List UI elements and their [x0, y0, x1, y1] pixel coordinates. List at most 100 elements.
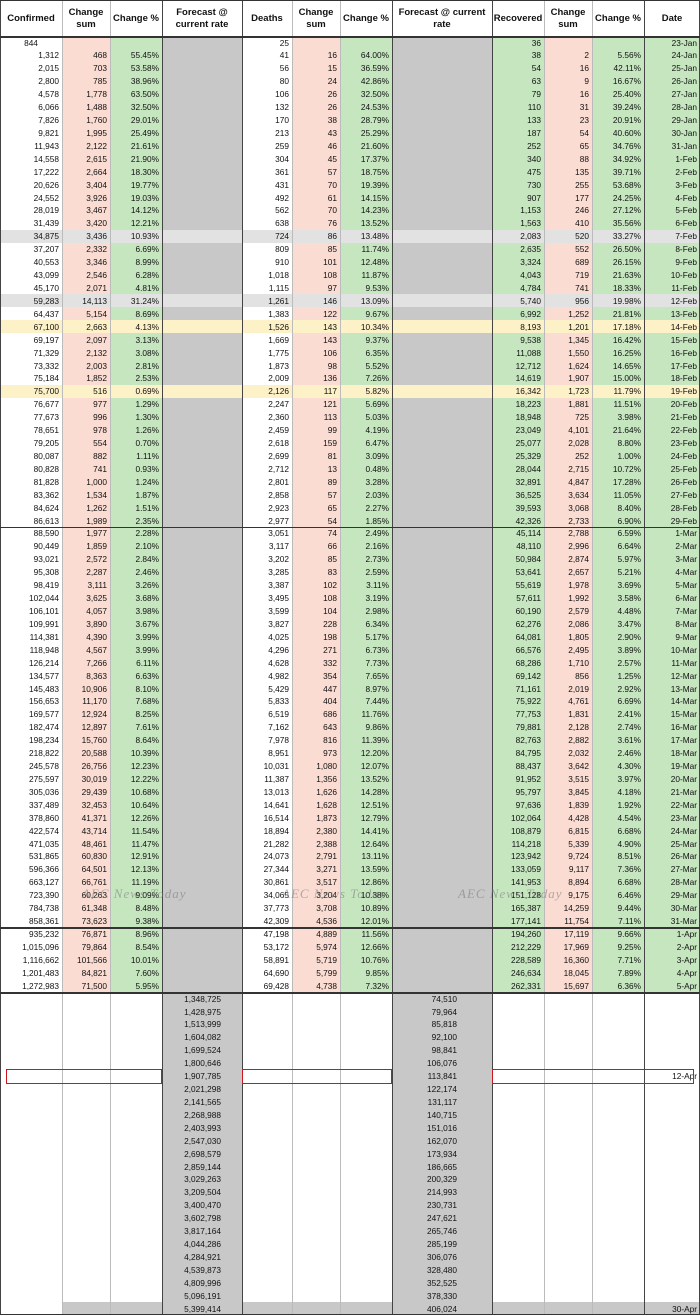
- table-row: 83,362 1,534 1.87% 2,858 57 2.03% 36,525 3,634 1…: [0, 488, 700, 501]
- death-change-sum-cell: 54: [327, 515, 337, 526]
- forecast-row: 2,859,144 186,665: [0, 1160, 700, 1173]
- forecast-row: 2,547,030 162,070: [0, 1134, 700, 1147]
- date-cell: 2-Feb: [675, 166, 697, 177]
- table-row: 935,232 76,871 8.96% 47,198 4,889 11.56% 194,2…: [0, 927, 700, 940]
- conf-change-pct-cell: 4.13%: [135, 321, 159, 332]
- death-change-pct-cell: 36.59%: [360, 63, 389, 74]
- death-change-sum-cell: 404: [323, 696, 337, 707]
- conf-change-sum-cell: 2,615: [86, 153, 107, 164]
- conf-change-pct-cell: 8.48%: [135, 903, 159, 914]
- rec-change-pct-cell: 42.11%: [613, 63, 641, 74]
- table-row: 9,821 1,995 25.49% 213 43 25.29% 187 54 40.60% 30…: [0, 126, 700, 139]
- forecast-deaths-cell: 214,993: [427, 1187, 457, 1198]
- table-row: 71,329 2,132 3.08% 1,775 106 6.35% 11,088 1,550…: [0, 346, 700, 359]
- deaths-cell: 25: [279, 37, 289, 48]
- table-row: 844 25 36 23-Jan: [0, 36, 700, 49]
- table-row: 305,036 29,439 10.68% 13,013 1,626 14.28% 95,7…: [0, 785, 700, 798]
- table-row: 59,283 14,113 31.24% 1,261 146 13.09% 5,740 956…: [0, 294, 700, 308]
- conf-change-pct-cell: 8.54%: [135, 941, 159, 952]
- conf-change-sum-cell: 977: [93, 399, 107, 410]
- rec-change-sum-cell: 2,028: [568, 438, 589, 449]
- death-change-sum-shade: [292, 36, 340, 993]
- rec-change-pct-cell: 4.18%: [617, 786, 641, 797]
- date-cell: 7-Feb: [675, 231, 697, 242]
- death-change-sum-cell: 159: [323, 438, 337, 449]
- date-cell: 26-Mar: [670, 851, 697, 862]
- rec-change-sum-cell: 8,894: [568, 877, 589, 888]
- recovered-cell: 141,953: [511, 877, 541, 888]
- death-change-pct-cell: 3.11%: [366, 580, 389, 591]
- forecast-date-cell: [644, 1290, 700, 1302]
- forecast-row: 5,096,191 378,330: [0, 1289, 700, 1302]
- rec-change-sum-cell: 2,996: [568, 541, 589, 552]
- recovered-cell: 6,992: [520, 308, 541, 319]
- recovered-cell: 907: [527, 192, 541, 203]
- deaths-cell: 58,891: [263, 954, 289, 965]
- death-change-sum-cell: 973: [323, 748, 337, 759]
- date-cell: 4-Feb: [675, 192, 697, 203]
- conf-change-sum-cell: 1,000: [86, 476, 107, 487]
- recovered-cell: 71,161: [515, 683, 541, 694]
- rec-change-pct-cell: 21.81%: [612, 308, 641, 319]
- conf-change-pct-cell: 10.01%: [130, 954, 159, 965]
- recovered-cell: 62,276: [515, 618, 541, 629]
- death-change-pct-cell: 12.01%: [360, 916, 389, 927]
- recovered-cell: 53,641: [515, 567, 541, 578]
- death-change-sum-cell: 86: [327, 231, 337, 242]
- deaths-cell: 64,690: [263, 967, 289, 978]
- death-change-sum-cell: 4,738: [316, 980, 337, 991]
- confirmed-shade: [0, 36, 62, 993]
- forecast-confirmed-cell: 2,859,144: [184, 1161, 221, 1172]
- confirmed-cell: 93,021: [33, 554, 59, 565]
- rec-change-sum-cell: 5,339: [568, 838, 589, 849]
- recovered-cell: 23,049: [515, 425, 541, 436]
- table-row: 11,943 2,122 21.61% 259 46 21.60% 252 65 34.76% 3…: [0, 139, 700, 152]
- rec-change-sum-cell: 2,579: [568, 605, 589, 616]
- rec-change-pct-cell: 10.72%: [612, 463, 641, 474]
- conf-change-pct-cell: 1.24%: [135, 476, 159, 487]
- death-change-pct-cell: 7.32%: [365, 980, 389, 991]
- recovered-cell: 123,942: [511, 851, 541, 862]
- confirmed-cell: 14,558: [33, 153, 59, 164]
- recovered-cell: 187: [527, 127, 541, 138]
- table-row: 95,308 2,287 2.46% 3,285 83 2.59% 53,641 2,657 5…: [0, 566, 700, 579]
- rec-change-pct-cell: 2.74%: [617, 722, 641, 733]
- conf-change-pct-cell: 3.08%: [135, 347, 159, 358]
- date-cell: 13-Mar: [670, 683, 697, 694]
- deaths-cell: 47,198: [263, 928, 289, 939]
- deaths-cell: 2,923: [268, 502, 289, 513]
- rec-change-sum-cell: 1,839: [568, 799, 589, 810]
- conf-change-sum-cell: 2,664: [86, 166, 107, 177]
- death-change-sum-cell: 2,388: [316, 838, 337, 849]
- rec-change-sum-cell: [544, 37, 592, 49]
- column-divider: [0, 0, 1, 1315]
- forecast-date-cell: [644, 1109, 700, 1121]
- death-change-sum-cell: 121: [323, 399, 337, 410]
- header-death-change-pct: Change %: [343, 13, 389, 24]
- forecast-row: 1,513,999 85,818: [0, 1018, 700, 1031]
- confirmed-cell: 69,197: [33, 334, 59, 345]
- date-cell: 19-Mar: [670, 761, 697, 772]
- confirmed-cell: 80,087: [33, 450, 59, 461]
- confirmed-cell: 9,821: [38, 127, 59, 138]
- confirmed-cell: 71,329: [33, 347, 59, 358]
- recovered-cell: 91,952: [515, 773, 541, 784]
- forecast-deaths-cell: 173,934: [427, 1148, 457, 1159]
- rec-change-sum-cell: 2: [584, 50, 589, 61]
- death-change-sum-cell: 3,204: [316, 890, 337, 901]
- deaths-cell: 7,162: [268, 722, 289, 733]
- date-cell: 30-Jan: [671, 127, 697, 138]
- date-cell: 15-Mar: [670, 709, 697, 720]
- recovered-cell: 36: [531, 37, 541, 48]
- rec-change-sum-cell: 88: [579, 153, 589, 164]
- death-change-pct-cell: 0.48%: [365, 463, 389, 474]
- rec-change-sum-cell: 2,882: [568, 735, 589, 746]
- forecast-row: 3,029,263 200,329: [0, 1173, 700, 1186]
- death-change-pct-cell: 12.86%: [360, 877, 389, 888]
- conf-change-pct-cell: 1.87%: [135, 489, 159, 500]
- death-change-sum-cell: 89: [327, 476, 337, 487]
- date-cell: 22-Feb: [670, 425, 697, 436]
- conf-change-pct-cell: 2.84%: [135, 554, 159, 565]
- death-change-sum-cell: 70: [327, 179, 337, 190]
- recovered-cell: 39,593: [515, 502, 541, 513]
